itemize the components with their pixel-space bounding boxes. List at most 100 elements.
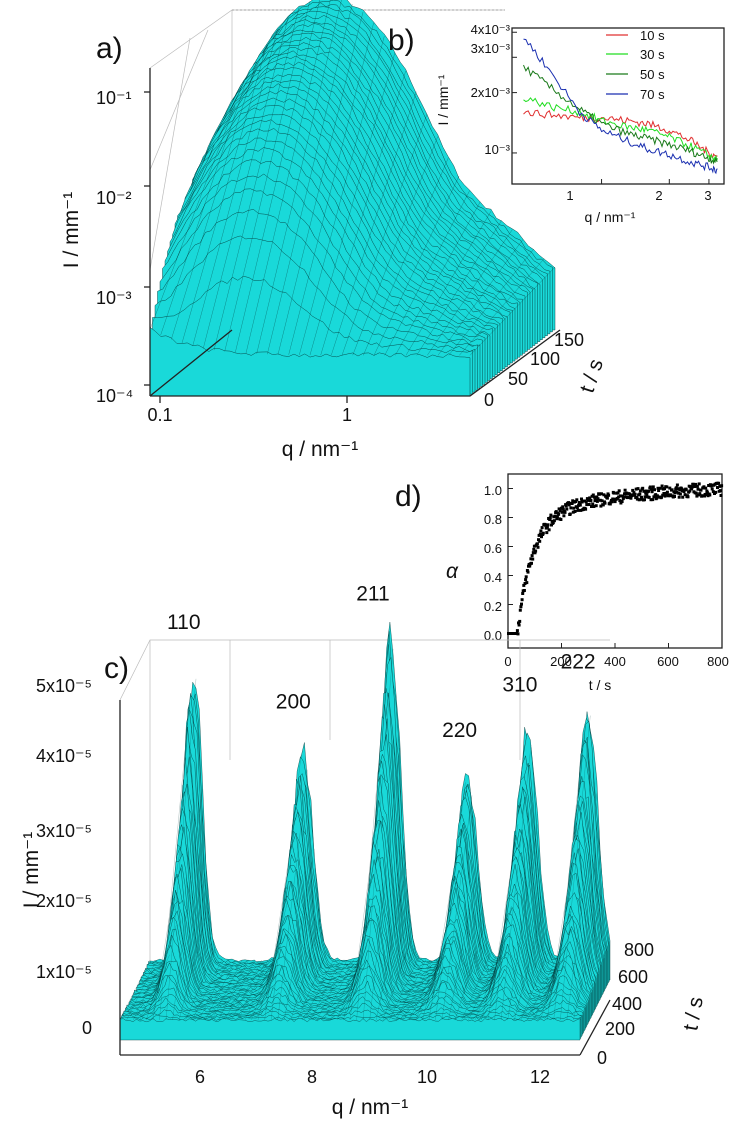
data-point (598, 498, 602, 502)
data-point (568, 512, 572, 516)
data-point (678, 488, 682, 492)
data-point (700, 494, 704, 498)
series-line-50s (523, 64, 718, 165)
surface-c-meshline (132, 959, 164, 1021)
data-point (518, 608, 522, 612)
panel-a-t-tick-2: 100 (530, 349, 560, 369)
data-point (569, 506, 573, 510)
panel-d-x-tick-1: 200 (550, 654, 572, 669)
surface-c-meshline (500, 744, 532, 1021)
surface-c-meshline (468, 956, 499, 1021)
panel-d-y-tick-5: 1.0 (484, 483, 502, 498)
panel-c-y-tick-1: 1x10⁻⁵ (36, 962, 92, 982)
surface-a-meshline (299, 36, 385, 355)
data-point (515, 629, 519, 633)
surface-a-meshline (181, 44, 268, 344)
data-point (522, 589, 526, 592)
data-point (633, 492, 637, 496)
data-point (697, 482, 701, 486)
data-point (532, 544, 536, 548)
data-point (635, 497, 639, 501)
data-point (688, 489, 692, 493)
data-point (661, 493, 665, 497)
surface-c-meshline (369, 748, 400, 1021)
panel-a-y-tick-0: 10⁻⁴ (96, 386, 133, 406)
peak-label-211: 211 (356, 582, 389, 605)
data-point (643, 498, 646, 502)
data-point (530, 554, 534, 558)
data-point (575, 498, 579, 502)
data-point (555, 517, 559, 521)
data-point (618, 499, 622, 503)
data-point (718, 489, 722, 493)
data-point (651, 485, 655, 489)
surface-c-meshline (435, 782, 466, 1021)
panel-c-y-tick-5: 5x10⁻⁵ (36, 676, 92, 696)
surface-a-meshline (320, 70, 406, 356)
data-point (563, 510, 567, 514)
surface-a-meshline (267, 4, 353, 355)
panel-d: 1.0 0.8 0.6 0.4 0.2 0.0 0 200 400 600 80… (395, 473, 729, 693)
data-point (589, 498, 593, 502)
data-point (577, 501, 581, 504)
surface-c-meshline (257, 899, 289, 1021)
data-point (641, 486, 645, 490)
data-point (673, 495, 676, 498)
surface-c-meshline (238, 959, 269, 1021)
surface-a-meshline (437, 239, 524, 356)
data-point (658, 486, 662, 490)
panel-c-t-axis (579, 999, 611, 1056)
surface-c-meshline (481, 905, 512, 1021)
data-point (638, 489, 642, 493)
surface-a-meshline (192, 29, 278, 347)
series-line-70s (523, 38, 718, 175)
data-point (607, 493, 611, 497)
surface-c-meshline (514, 905, 545, 1021)
panel-b-y-tick-0: 10⁻³ (484, 142, 510, 157)
data-point (720, 484, 724, 488)
legend-70s: 70 s (640, 87, 665, 102)
data-point (600, 499, 604, 503)
data-point (694, 482, 698, 486)
data-point (594, 498, 598, 502)
peak-label-310: 310 (502, 674, 537, 697)
data-point (558, 509, 562, 513)
surface-c-meshline (211, 959, 243, 1021)
surface-c-meshline (474, 946, 506, 1021)
data-point (617, 495, 621, 499)
surface-c-meshline (428, 838, 460, 1021)
data-point (716, 486, 719, 489)
data-point (645, 493, 649, 497)
data-point (688, 485, 692, 489)
surface-c-meshline (343, 897, 374, 1021)
panel-b-plot-frame (511, 27, 725, 185)
data-point (668, 486, 672, 490)
panel-a-t-tick-0: 0 (484, 390, 494, 410)
surface-a-meshline (245, 0, 331, 354)
data-point (559, 518, 563, 521)
data-point (523, 582, 527, 585)
surface-a-meshline (309, 52, 396, 356)
data-point (677, 491, 681, 495)
panel-b-y-label: I / mm⁻¹ (435, 74, 451, 125)
data-point (650, 490, 654, 494)
data-point (704, 486, 708, 490)
data-point (530, 561, 533, 565)
surface-c-meshline (560, 715, 591, 1021)
data-point (623, 488, 627, 492)
data-point (632, 491, 636, 495)
data-point (651, 498, 655, 502)
data-point (660, 495, 663, 499)
surface-a-meshline (395, 201, 481, 356)
surface-c-slice (119, 1018, 581, 1041)
data-point (588, 496, 592, 500)
data-point (643, 495, 647, 499)
data-point (669, 494, 673, 498)
data-point (670, 488, 674, 492)
surface-c-meshline (494, 744, 525, 1021)
panel-c-t-label: t / s (679, 995, 708, 1032)
data-point (541, 531, 545, 535)
data-point (655, 494, 659, 498)
surface-c-meshline (303, 958, 335, 1021)
data-point (677, 495, 681, 499)
